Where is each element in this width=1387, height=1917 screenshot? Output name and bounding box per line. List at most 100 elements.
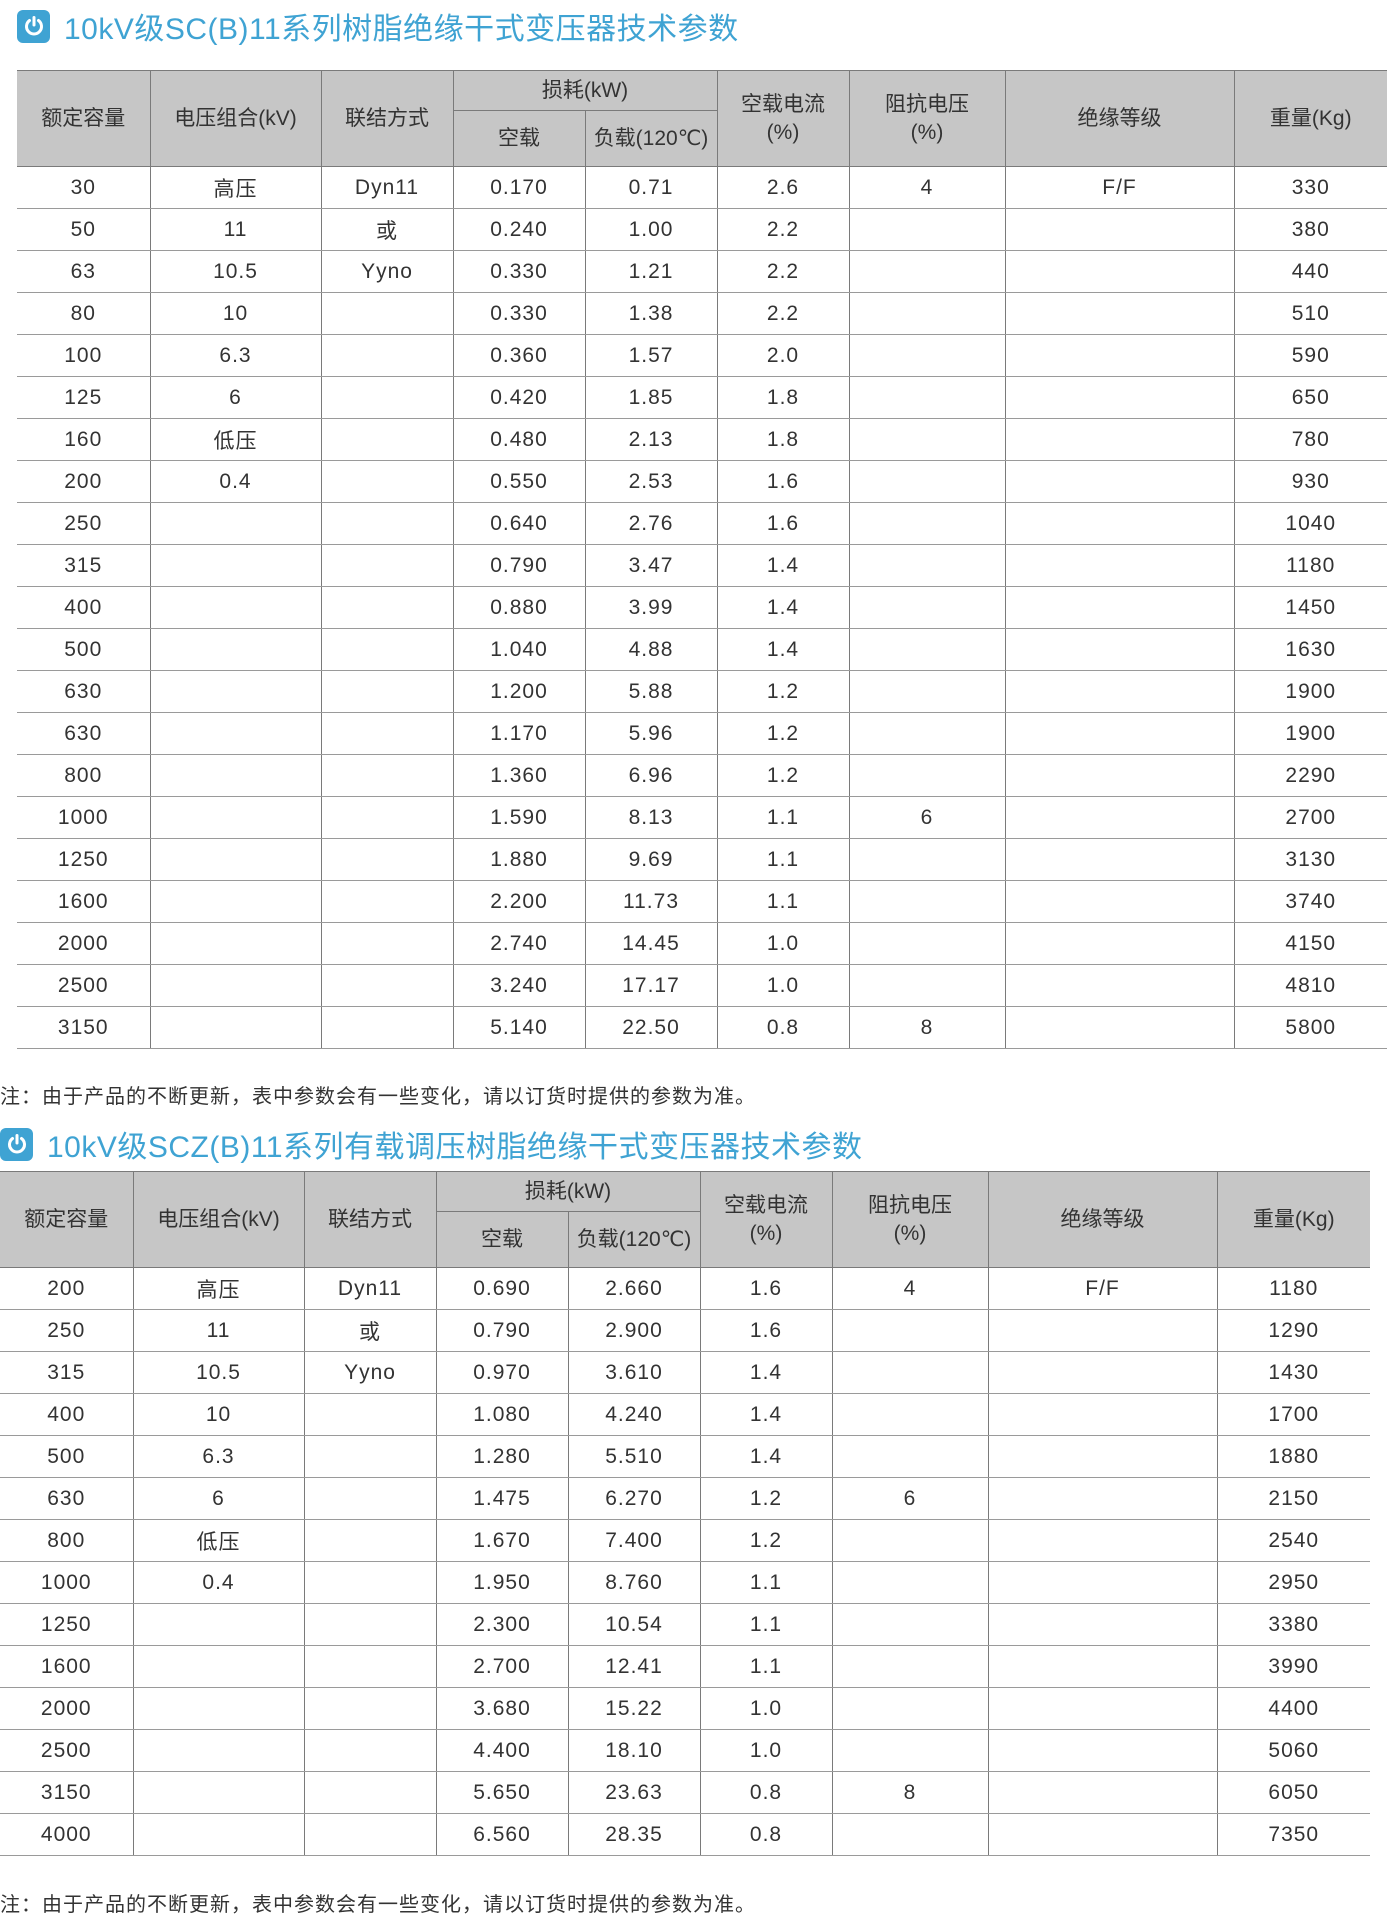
cell-no-load-loss: 0.880	[452, 586, 586, 629]
table-row: 250 11 或 0.790 2.900 1.6 1290	[0, 1309, 1370, 1352]
cell-impedance	[848, 502, 1006, 545]
header-label: 损耗(kW)	[541, 78, 629, 102]
footnote: 注：由于产品的不断更新，表中参数会有一些变化，请以订货时提供的参数为准。	[0, 1086, 756, 1108]
power-icon	[0, 1127, 33, 1161]
header-label: 额定容量	[41, 106, 126, 130]
cell-insulation	[1004, 334, 1235, 377]
cell-voltage	[149, 838, 322, 881]
table-row: 400 10 1.080 4.240 1.4 1700	[0, 1393, 1370, 1436]
cell-insulation	[1004, 712, 1235, 755]
cell-connection	[303, 1771, 437, 1814]
cell-capacity: 1600	[17, 880, 151, 923]
cell-impedance	[848, 964, 1006, 1007]
table-row: 50 11 或 0.240 1.00 2.2 380	[17, 208, 1387, 251]
section-title-text: 10kV级SC(B)11系列树脂绝缘干式变压器技术参数	[64, 13, 739, 46]
table-row: 500 6.3 1.280 5.510 1.4 1880	[0, 1435, 1370, 1478]
cell-load-loss: 9.69	[584, 838, 718, 881]
cell-capacity: 400	[17, 586, 151, 629]
cell-no-load-current: 1.2	[716, 712, 850, 755]
cell-impedance: 4	[831, 1267, 989, 1310]
cell-voltage	[132, 1645, 305, 1688]
cell-no-load-current: 1.1	[716, 838, 850, 881]
cell-weight: 440	[1233, 250, 1387, 293]
cell-no-load-loss: 0.970	[435, 1351, 569, 1394]
cell-no-load-current: 1.4	[716, 586, 850, 629]
table-row: 630 1.170 5.96 1.2 1900	[17, 712, 1387, 755]
header-insulation: 绝缘等级	[987, 1171, 1218, 1268]
cell-connection	[303, 1393, 437, 1436]
cell-connection	[303, 1603, 437, 1646]
cell-connection	[320, 880, 454, 923]
cell-connection	[320, 922, 454, 965]
cell-impedance	[831, 1813, 989, 1856]
cell-weight: 5800	[1233, 1006, 1387, 1049]
header-loss: 损耗(kW)	[452, 70, 718, 111]
table-row: 125 6 0.420 1.85 1.8 650	[17, 376, 1387, 419]
cell-voltage	[132, 1603, 305, 1646]
header-label: 额定容量	[24, 1207, 109, 1231]
cell-weight: 510	[1233, 292, 1387, 335]
cell-no-load-current: 1.2	[699, 1519, 833, 1562]
header-label: 绝缘等级	[1077, 106, 1162, 130]
cell-no-load-loss: 3.680	[435, 1687, 569, 1730]
cell-no-load-current: 2.6	[716, 166, 850, 209]
cell-insulation	[1004, 250, 1235, 293]
spec-table: 额定容量 电压组合(kV) 联结方式 损耗(kW) 空载电流 (%) 阻抗电压 (%) 绝缘等级…	[17, 70, 1387, 1049]
cell-no-load-loss: 0.690	[435, 1267, 569, 1310]
cell-insulation	[1004, 670, 1235, 713]
header-label: 负载(120℃)	[593, 126, 709, 150]
cell-no-load-loss: 5.140	[452, 1006, 586, 1049]
cell-impedance: 4	[848, 166, 1006, 209]
cell-no-load-current: 1.2	[699, 1477, 833, 1520]
cell-capacity: 500	[17, 628, 151, 671]
header-impedance: 阻抗电压 (%)	[831, 1171, 989, 1268]
table-row: 3150 5.140 22.50 0.8 8 5800	[17, 1006, 1387, 1049]
header-impedance: 阻抗电压 (%)	[848, 70, 1006, 167]
header-weight: 重量(Kg)	[1216, 1171, 1370, 1268]
cell-insulation	[987, 1351, 1218, 1394]
cell-weight: 7350	[1216, 1813, 1370, 1856]
cell-load-loss: 3.610	[567, 1351, 701, 1394]
cell-impedance	[848, 292, 1006, 335]
cell-capacity: 30	[17, 166, 151, 209]
cell-voltage: 6	[149, 376, 322, 419]
cell-load-loss: 18.10	[567, 1729, 701, 1772]
cell-insulation	[1004, 208, 1235, 251]
table-row: 63 10.5 Yyno 0.330 1.21 2.2 440	[17, 250, 1387, 293]
cell-voltage	[149, 502, 322, 545]
header-label: 空载	[498, 126, 540, 150]
cell-voltage: 11	[132, 1309, 305, 1352]
table-row: 250 0.640 2.76 1.6 1040	[17, 502, 1387, 545]
header-load-loss: 负载(120℃)	[584, 110, 717, 167]
cell-load-loss: 28.35	[567, 1813, 701, 1856]
cell-load-loss: 8.760	[567, 1561, 701, 1604]
cell-load-loss: 8.13	[584, 796, 718, 839]
cell-no-load-current: 1.4	[699, 1435, 833, 1478]
cell-load-loss: 5.96	[584, 712, 718, 755]
cell-impedance	[848, 880, 1006, 923]
cell-weight: 780	[1233, 418, 1387, 461]
table-row: 800 低压 1.670 7.400 1.2 2540	[0, 1519, 1370, 1562]
cell-load-loss: 14.45	[584, 922, 718, 965]
cell-impedance	[848, 376, 1006, 419]
cell-no-load-loss: 2.300	[435, 1603, 569, 1646]
table-row: 2500 3.240 17.17 1.0 4810	[17, 964, 1387, 1007]
cell-connection	[320, 334, 454, 377]
cell-load-loss: 1.57	[584, 334, 718, 377]
header-insulation: 绝缘等级	[1004, 70, 1235, 167]
cell-insulation: F/F	[987, 1267, 1218, 1310]
header-label: 绝缘等级	[1060, 1207, 1145, 1231]
cell-no-load-current: 1.4	[699, 1393, 833, 1436]
cell-capacity: 1000	[17, 796, 151, 839]
cell-impedance	[848, 838, 1006, 881]
table-row: 400 0.880 3.99 1.4 1450	[17, 586, 1387, 629]
cell-weight: 3130	[1233, 838, 1387, 881]
table-row: 2000 2.740 14.45 1.0 4150	[17, 922, 1387, 965]
cell-capacity: 630	[17, 712, 151, 755]
cell-no-load-loss: 1.280	[435, 1435, 569, 1478]
cell-impedance	[848, 922, 1006, 965]
cell-impedance	[831, 1603, 989, 1646]
cell-weight: 1180	[1216, 1267, 1370, 1310]
table-row: 1600 2.200 11.73 1.1 3740	[17, 880, 1387, 923]
cell-insulation	[987, 1393, 1218, 1436]
